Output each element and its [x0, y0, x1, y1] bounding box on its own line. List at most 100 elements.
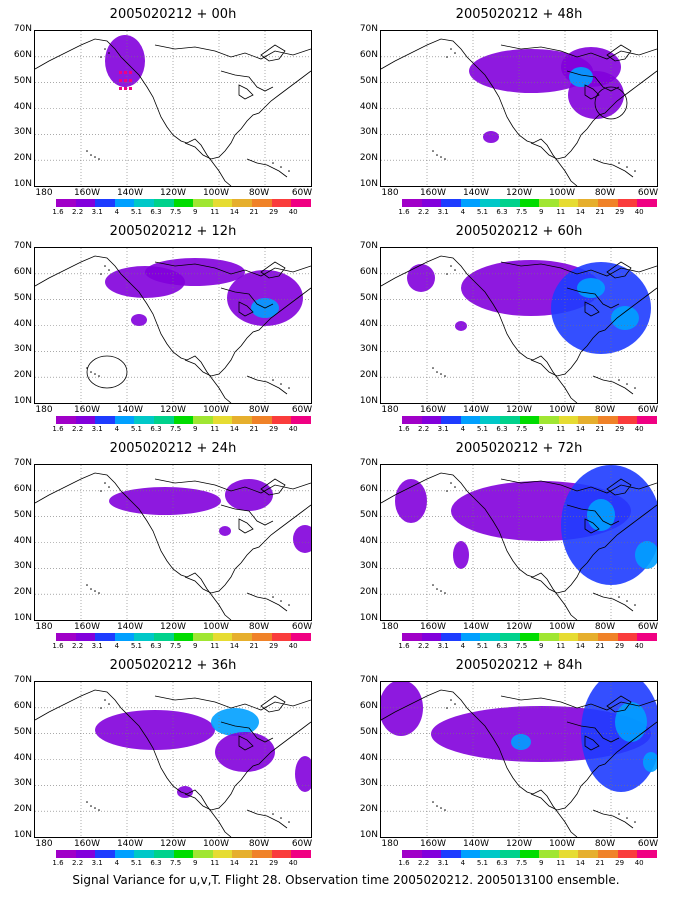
coastline: [184, 779, 242, 811]
coastline: [238, 735, 254, 751]
panel-title: 2005020212 + 72h: [455, 441, 583, 456]
colorbar-label: 14: [229, 208, 239, 216]
island: [94, 807, 96, 809]
map-frame: [380, 30, 658, 187]
colorbar-label: 11: [210, 859, 220, 867]
colorbar-swatch: [232, 199, 253, 207]
panel-title: 2005020212 + 36h: [109, 658, 237, 673]
colorbar-swatch: [75, 416, 96, 424]
observation-marker: [129, 79, 132, 82]
colorbar-swatch: [558, 199, 579, 207]
coastline: [246, 592, 288, 612]
island: [440, 156, 442, 158]
colorbar-swatch: [291, 850, 311, 858]
island: [432, 801, 434, 803]
latitude-label: 20N: [359, 587, 378, 598]
colorbar-swatch: [95, 416, 115, 424]
latitude-label: 70N: [13, 24, 32, 34]
island: [440, 590, 442, 592]
colorbar-label: 1.6: [52, 425, 64, 433]
island: [94, 373, 96, 375]
colorbar-label: 4: [460, 425, 466, 433]
colorbar-label: 3.1: [91, 208, 103, 216]
island: [288, 170, 290, 172]
colorbar: [56, 850, 311, 858]
latitude-label: 70N: [359, 241, 378, 251]
colorbar-swatch: [460, 850, 481, 858]
colorbar-swatch: [252, 850, 272, 858]
island: [288, 387, 290, 389]
island: [450, 48, 452, 50]
latitude-label: 30N: [13, 778, 32, 789]
colorbar-swatch: [480, 633, 501, 641]
latitude-label: 10N: [359, 613, 378, 623]
variance-region: [615, 702, 647, 742]
colorbar-swatch: [271, 199, 292, 207]
colorbar-swatch: [441, 416, 461, 424]
colorbar-swatch: [212, 416, 233, 424]
longitude-label: 60W: [291, 405, 313, 415]
island: [104, 48, 106, 50]
latitude-label: 60N: [359, 483, 378, 494]
colorbar-label: 5.1: [130, 425, 142, 433]
latitude-label: 20N: [359, 153, 378, 164]
island: [626, 817, 628, 819]
panel-title: 2005020212 + 24h: [109, 441, 237, 456]
coastline: [592, 592, 634, 612]
colorbar-label: 7.5: [516, 425, 528, 433]
colorbar-swatch: [232, 850, 253, 858]
colorbar-swatch: [441, 633, 461, 641]
island: [626, 600, 628, 602]
map-canvas: [35, 248, 311, 403]
latitude-label: 60N: [359, 266, 378, 277]
colorbar-label: 3.1: [437, 208, 449, 216]
island: [100, 56, 102, 58]
colorbar-swatch: [154, 850, 174, 858]
island: [280, 383, 282, 385]
colorbar-label: 2.2: [418, 642, 430, 650]
latitude-label: 30N: [13, 561, 32, 572]
variance-region: [581, 682, 657, 792]
variance-region: [295, 756, 311, 792]
colorbar-label: 21: [595, 859, 605, 867]
longitude-label: 80W: [248, 405, 270, 415]
colorbar-swatch: [402, 850, 422, 858]
latitude-label: 50N: [13, 75, 32, 86]
coastline: [606, 44, 632, 62]
colorbar-label: 2.2: [418, 208, 430, 216]
map-panel: 2005020212 + 00h 70N 60N 50N 40N 30N 20N 10N 180…: [0, 0, 346, 217]
colorbar-label: 6.3: [150, 642, 162, 650]
variance-region: [453, 541, 469, 569]
island: [90, 805, 92, 807]
colorbar-label: 4: [460, 208, 466, 216]
colorbar-label: 6.3: [496, 208, 508, 216]
colorbar-swatch: [519, 850, 540, 858]
coastline: [260, 44, 286, 62]
colorbar-label: 5.1: [130, 208, 142, 216]
variance-region: [643, 752, 657, 772]
colorbar-swatch: [114, 416, 135, 424]
longitude-label: 140W: [462, 622, 490, 632]
map-frame: [34, 247, 312, 404]
island: [86, 150, 88, 152]
longitude-label: 160W: [73, 839, 101, 849]
colorbar-swatch: [578, 850, 599, 858]
colorbar-swatch: [421, 416, 442, 424]
latitude-label: 50N: [13, 509, 32, 520]
colorbar-swatch: [598, 199, 618, 207]
latitude-label: 50N: [13, 726, 32, 737]
colorbar-swatch: [56, 633, 76, 641]
colorbar-swatch: [598, 416, 618, 424]
colorbar-label: 40: [634, 208, 644, 216]
latitude-label: 40N: [13, 101, 32, 112]
coastline: [246, 375, 288, 395]
colorbar-label: 14: [575, 859, 585, 867]
colorbar-swatch: [441, 199, 461, 207]
island: [104, 482, 106, 484]
coastline: [592, 375, 634, 395]
colorbar-label: 40: [634, 642, 644, 650]
latitude-label: 20N: [13, 587, 32, 598]
coastline: [584, 735, 600, 751]
map-panel: 2005020212 + 36h 70N 60N 50N 40N 30N 20N 10N 180…: [0, 651, 346, 868]
colorbar-label: 7.5: [170, 859, 182, 867]
